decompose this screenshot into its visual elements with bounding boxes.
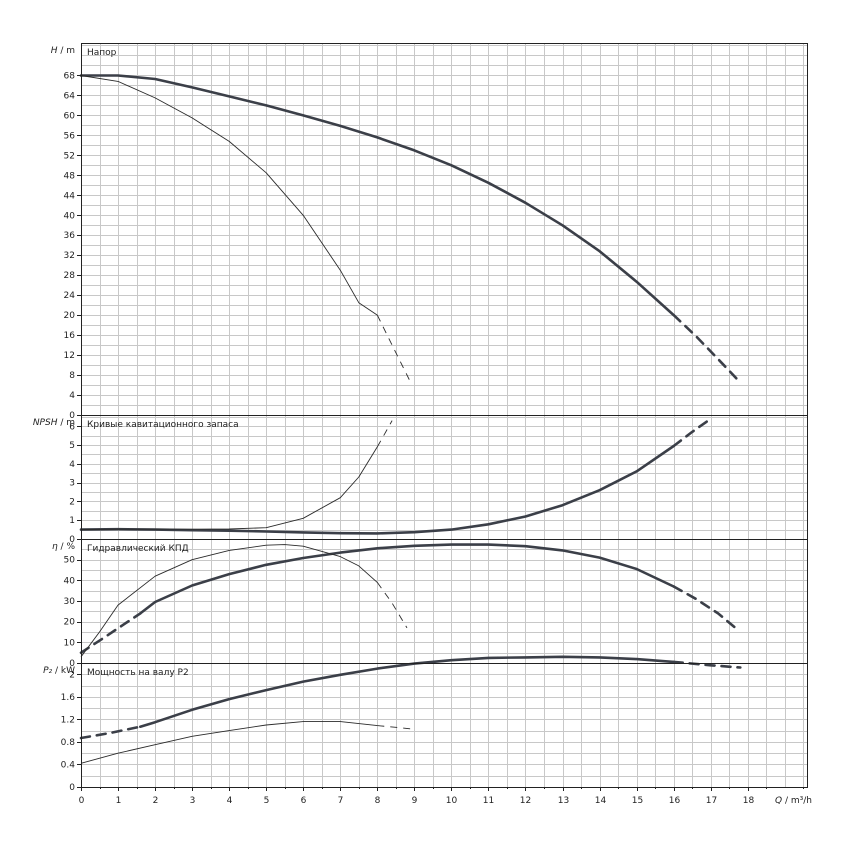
x-tick-label: 12	[520, 796, 531, 806]
y-tick-label: 20	[64, 618, 76, 628]
y-axis-label-eta: η / %	[52, 542, 75, 552]
y-tick-label: 5	[69, 441, 75, 451]
plot-frame	[81, 43, 808, 788]
x-tick-label: 16	[669, 796, 681, 806]
x-tick-label: 6	[301, 796, 307, 806]
x-tick-label: 11	[483, 796, 494, 806]
series-line-eta-thick-dashed	[79, 612, 142, 654]
y-tick-label: 32	[64, 251, 75, 261]
y-tick-label: 50	[64, 556, 76, 566]
series-line-eta-thick-dashed	[672, 585, 738, 631]
panel-title-eta: Гидравлический КПД	[87, 544, 189, 554]
x-tick-label: 9	[412, 796, 418, 806]
series-line-power-thick-dashed	[79, 725, 142, 740]
y-tick-label: 36	[64, 231, 76, 241]
series-line-npsh-thick	[79, 444, 675, 535]
y-tick-label: 28	[64, 271, 76, 281]
y-tick-label: 48	[64, 171, 76, 181]
x-tick-label: 8	[375, 796, 381, 806]
y-tick-label: 1.6	[61, 693, 76, 703]
x-tick-label: 0	[79, 796, 85, 806]
series-line-head-thick	[79, 74, 675, 317]
panel-title-power: Мощность на валу P2	[87, 668, 189, 678]
y-tick-label: 1.2	[61, 715, 75, 725]
series-line-power-thin-dashed	[377, 725, 411, 730]
curve-layer	[79, 74, 742, 764]
x-tick-label: 7	[338, 796, 344, 806]
y-tick-label: 56	[64, 131, 76, 141]
y-tick-label: 2	[69, 670, 75, 680]
y-tick-label: 52	[64, 151, 75, 161]
x-tick-label: 5	[264, 796, 270, 806]
y-tick-label: 12	[64, 351, 75, 361]
panel-title-head: Напор	[87, 48, 117, 58]
y-tick-label: 6	[69, 422, 75, 432]
series-line-eta-thick	[139, 543, 675, 615]
y-tick-label: 4	[69, 391, 75, 401]
series-line-eta-thin	[80, 544, 378, 658]
x-tick-label: 3	[190, 796, 196, 806]
x-tick-label: 15	[632, 796, 643, 806]
x-tick-label: 14	[595, 796, 607, 806]
y-tick-label: 3	[69, 479, 75, 489]
y-tick-label: 60	[64, 111, 76, 121]
y-tick-label: 64	[64, 91, 76, 101]
x-tick-label: 18	[743, 796, 755, 806]
series-line-head-thin	[80, 75, 378, 316]
x-tick-label: 1	[116, 796, 122, 806]
y-tick-label: 0.8	[61, 738, 76, 748]
panel-title-npsh: Кривые кавитационного запаса	[87, 420, 239, 430]
y-axis-label-npsh: NPSH / m	[33, 418, 75, 428]
y-tick-label: 0	[69, 659, 75, 669]
series-line-power-thick	[139, 655, 675, 728]
x-tick-label: 4	[227, 796, 233, 806]
y-tick-label: 10	[64, 638, 76, 648]
series-line-npsh-thin	[80, 446, 378, 531]
y-tick-label: 1	[69, 516, 75, 526]
y-tick-label: 30	[64, 597, 76, 607]
y-tick-label: 0.4	[61, 760, 76, 770]
y-tick-label: 40	[64, 211, 76, 221]
x-tick-label: 13	[558, 796, 569, 806]
series-line-npsh-thin-dashed	[376, 420, 393, 448]
y-tick-label: 16	[64, 331, 76, 341]
y-tick-label: 68	[64, 71, 76, 81]
y-tick-label: 8	[69, 371, 75, 381]
series-line-head-thick-dashed	[672, 313, 742, 384]
x-tick-label: 2	[153, 796, 159, 806]
y-tick-label: 24	[64, 291, 76, 301]
y-tick-label: 44	[64, 191, 76, 201]
x-tick-label: 10	[446, 796, 458, 806]
series-line-power-thin	[80, 721, 378, 764]
frame-layer	[77, 43, 808, 791]
series-line-npsh-thick-dashed	[672, 417, 712, 448]
y-tick-label: 0	[69, 783, 75, 793]
y-tick-label: 0	[69, 535, 75, 545]
y-tick-label: 0	[69, 411, 75, 421]
label-layer: 048121620242832364044485256606468НапорH …	[33, 46, 812, 806]
x-axis-label: Q / m³/h	[775, 796, 812, 806]
y-tick-label: 20	[64, 311, 76, 321]
series-line-head-thin-dashed	[376, 314, 412, 383]
y-axis-label-head: H / m	[51, 46, 75, 56]
y-tick-label: 40	[64, 576, 76, 586]
y-axis-label-power: P₂ / kW	[43, 666, 75, 676]
x-tick-label: 17	[706, 796, 717, 806]
series-line-power-thick-dashed	[672, 660, 742, 669]
y-tick-label: 4	[69, 460, 75, 470]
y-tick-label: 2	[69, 497, 75, 507]
series-line-eta-thin-dashed	[376, 582, 408, 629]
